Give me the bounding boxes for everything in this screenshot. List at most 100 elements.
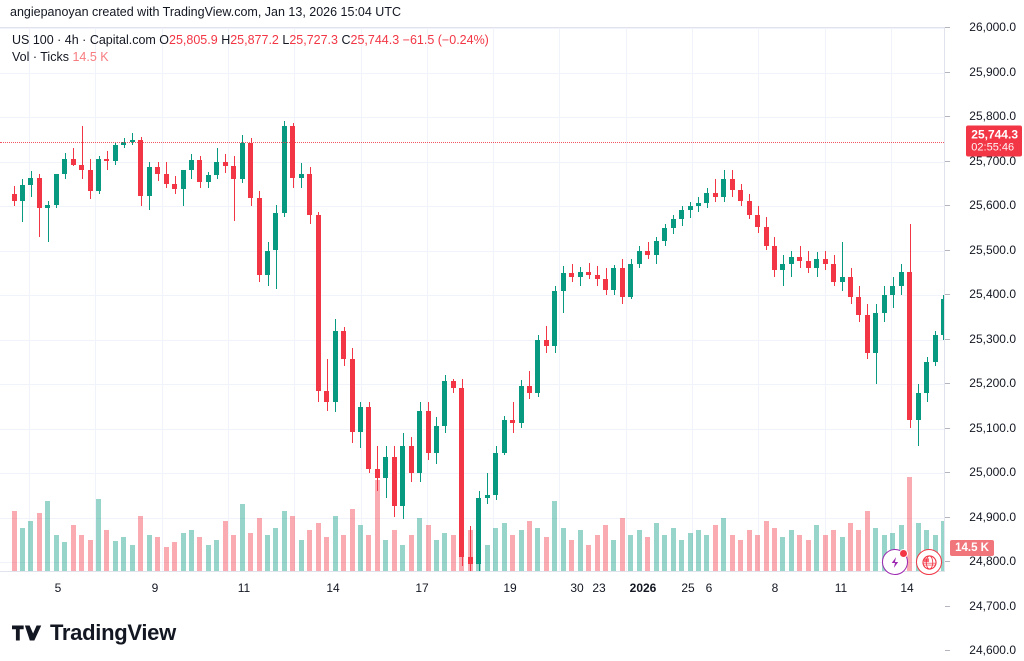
volume-bar xyxy=(79,535,84,571)
legend-volume-title[interactable]: Vol · Ticks xyxy=(12,50,69,64)
price-axis-tick xyxy=(945,516,950,518)
volume-bar xyxy=(138,516,143,571)
volume-bar xyxy=(535,528,540,571)
volume-bar xyxy=(907,477,912,571)
candle-body-bullish xyxy=(54,173,59,206)
volume-bar xyxy=(104,530,109,571)
grid-line-horizontal xyxy=(0,161,944,163)
candle-body-bullish xyxy=(873,312,878,353)
volume-bar xyxy=(840,537,845,571)
candle-body-bearish xyxy=(764,227,769,247)
volume-bar xyxy=(71,525,76,571)
candle-body-bullish xyxy=(493,452,498,496)
candle-body-bearish xyxy=(831,263,836,282)
volume-bar xyxy=(130,545,135,571)
candle-body-bearish xyxy=(527,385,532,393)
candle-body-bullish xyxy=(62,158,67,174)
tradingview-logo-icon xyxy=(12,625,42,641)
candle-body-bullish xyxy=(882,295,887,313)
grid-line-vertical xyxy=(29,28,30,571)
grid-line-vertical xyxy=(559,28,560,571)
current-price-badge[interactable]: 25,744.3 02:55:46 xyxy=(966,125,1022,157)
candle-body-bearish xyxy=(12,193,17,201)
candle-body-bullish xyxy=(28,178,33,185)
candle-body-bullish xyxy=(535,339,540,393)
us-flag-globe-button[interactable] xyxy=(916,549,942,575)
grid-line-horizontal xyxy=(0,117,944,118)
price-axis-tick xyxy=(945,650,950,651)
candle-body-bullish xyxy=(688,206,693,211)
candle-body-bullish xyxy=(679,210,684,220)
volume-bar xyxy=(383,540,388,571)
candle-body-bearish xyxy=(645,250,650,255)
grid-line-vertical xyxy=(427,28,428,571)
candle-body-bearish xyxy=(79,165,84,171)
volume-bar xyxy=(527,521,532,571)
volume-bar xyxy=(434,540,439,571)
volume-bar xyxy=(257,518,262,571)
time-axis-label: 14 xyxy=(900,581,914,595)
grid-line-vertical xyxy=(493,28,494,571)
time-axis-label: 9 xyxy=(151,581,159,595)
price-axis-label: 24,600.0 xyxy=(969,643,1016,657)
price-axis-label: 25,400.0 xyxy=(969,287,1016,301)
volume-bar xyxy=(696,530,701,571)
grid-line-horizontal xyxy=(0,384,944,385)
time-axis-label: 11 xyxy=(834,581,848,595)
volume-bar xyxy=(333,516,338,571)
candle-wick xyxy=(572,263,573,282)
grid-line-horizontal xyxy=(0,473,944,474)
price-axis-label: 25,200.0 xyxy=(969,376,1016,390)
candle-body-bullish xyxy=(671,219,676,229)
price-axis-label: 25,700.0 xyxy=(969,153,1016,168)
candle-body-bullish xyxy=(383,456,388,479)
time-axis-label: 5 xyxy=(54,581,62,595)
candle-body-bullish xyxy=(637,250,642,264)
price-chart-canvas[interactable] xyxy=(0,27,944,572)
volume-bar xyxy=(552,501,557,571)
price-axis-tick xyxy=(945,561,950,562)
lightning-icon-button[interactable] xyxy=(882,549,908,575)
price-axis[interactable]: 26,000.0 25,900.0 25,800.0 25,700.0 25,600.0… xyxy=(944,20,1024,657)
price-axis-label: 25,600.0 xyxy=(969,198,1016,212)
time-axis[interactable]: 5 9 11 14 17 19 23 25 30 2026 6 8 11 14 xyxy=(0,572,944,604)
volume-bar xyxy=(214,540,219,571)
attribution-text: angiepanoyan created with TradingView.co… xyxy=(10,5,401,19)
volume-bar xyxy=(113,541,118,571)
legend-symbol[interactable]: US 100 · 4h · Capital.com xyxy=(12,33,156,47)
candle-body-bullish xyxy=(721,179,726,198)
price-axis-tick xyxy=(945,160,950,162)
price-axis-tick xyxy=(945,249,950,251)
candle-body-bullish xyxy=(704,192,709,204)
volume-bar xyxy=(231,535,236,571)
volume-bar xyxy=(442,533,447,571)
candle-body-bullish xyxy=(578,271,583,278)
candle-body-bullish xyxy=(780,263,785,271)
candle-body-bullish xyxy=(113,145,118,162)
current-price-value: 25,744.3 xyxy=(971,127,1018,142)
lightning-icon xyxy=(891,556,898,568)
notification-dot xyxy=(899,549,908,558)
chart-legend[interactable]: US 100 · 4h · Capital.com O25,805.9 H25,… xyxy=(12,32,489,66)
volume-bar xyxy=(941,521,944,571)
volume-bar xyxy=(713,525,718,571)
current-price-line xyxy=(0,141,944,143)
volume-bar xyxy=(764,521,769,571)
volume-bar xyxy=(37,513,42,571)
candle-body-bearish xyxy=(71,158,76,166)
candle-body-bullish xyxy=(121,141,126,146)
volume-bar xyxy=(544,537,549,571)
candle-body-bearish xyxy=(366,407,371,469)
candle-body-bullish xyxy=(282,125,287,214)
volume-bar xyxy=(417,518,422,571)
volume-bar xyxy=(578,530,583,571)
legend-ohlc-row: US 100 · 4h · Capital.com O25,805.9 H25,… xyxy=(12,32,489,49)
volume-bar xyxy=(20,528,25,571)
candle-body-bullish xyxy=(916,392,921,420)
volume-bar xyxy=(519,530,524,571)
candle-body-bearish xyxy=(138,140,143,197)
candle-body-bearish xyxy=(409,446,414,473)
candle-body-bullish xyxy=(696,203,701,206)
candle-body-bullish xyxy=(924,361,929,393)
legend-volume-row: Vol · Ticks 14.5 K xyxy=(12,49,489,66)
